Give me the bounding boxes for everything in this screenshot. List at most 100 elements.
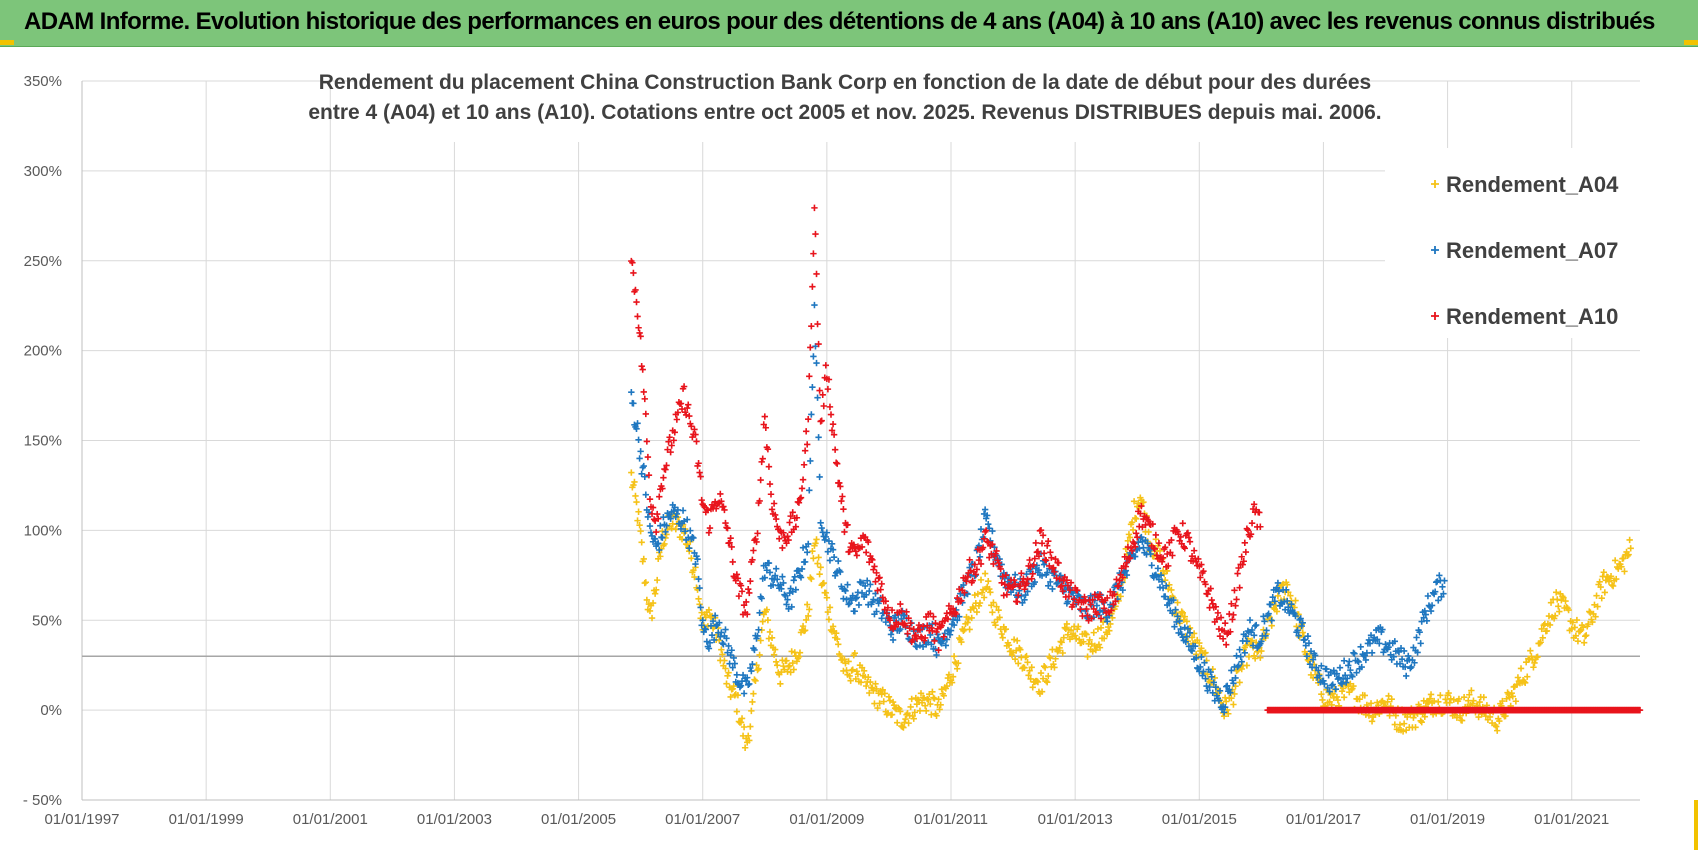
rendement-a10-point (1051, 568, 1058, 576)
rendement-a04-point (747, 723, 754, 730)
rendement-a04-point (1058, 639, 1065, 646)
rendement-a04-point (854, 671, 862, 678)
rendement-a07-point (642, 491, 650, 498)
rendement-a10-point (722, 519, 729, 527)
rendement-a04-point (1587, 609, 1594, 616)
rendement-a10-point (720, 503, 727, 510)
rendement-a04-point (910, 715, 917, 722)
rendement-a10-point (1242, 548, 1250, 556)
rendement-a04-point (1075, 623, 1082, 630)
rendement-a10-point (691, 426, 698, 433)
rendement-a10-point (1045, 537, 1052, 545)
rendement-a07-point (1208, 673, 1215, 681)
rendement-a04-point (1538, 625, 1545, 633)
rendement-a04-point (817, 564, 824, 571)
rendement-a10-point (1185, 534, 1193, 541)
rendement-a04-point (1094, 625, 1102, 633)
rendement-a10-point (973, 566, 981, 573)
rendement-a10-point (1010, 576, 1018, 584)
x-tick-label: 01/01/2019 (1410, 811, 1485, 828)
rendement-a04-point (1131, 514, 1139, 522)
rendement-a04-point (1505, 690, 1512, 698)
rendement-a10-point (633, 298, 640, 306)
rendement-a07-point (1226, 686, 1233, 693)
rendement-a07-point (729, 664, 736, 671)
rendement-a07-point (797, 574, 805, 581)
rendement-a04-point (846, 672, 853, 680)
rendement-a04-point (806, 606, 813, 613)
rendement-a10-point (688, 423, 695, 430)
rendement-a10-point (818, 417, 825, 424)
rendement-a10-point (780, 529, 787, 536)
rendement-a10-point (663, 462, 670, 469)
y-tick-label: 350% (24, 73, 62, 90)
rendement-a07-point (1407, 664, 1414, 672)
rendement-a10-point (1186, 538, 1194, 545)
rendement-a07-point (933, 651, 940, 659)
rendement-a07-point (1271, 598, 1279, 605)
rendement-a04-point (1624, 552, 1631, 559)
rendement-a04-point (783, 657, 790, 664)
rendement-a10-point (696, 469, 703, 476)
rendement-a10-point (1248, 519, 1256, 527)
rendement-a04-point (979, 586, 987, 593)
rendement-a10-point (1070, 596, 1078, 603)
rendement-a10-point (912, 631, 920, 639)
rendement-a07-point (699, 617, 706, 624)
rendement-a10-point (932, 619, 939, 627)
rendement-a07-point (746, 680, 753, 688)
legend-marker-rendement-a04 (1431, 180, 1439, 188)
rendement-a10-point (1202, 581, 1209, 588)
rendement-a07-point (1320, 677, 1327, 684)
rendement-a04-point (1528, 653, 1535, 660)
rendement-a10-point (776, 535, 783, 542)
rendement-a10-point (986, 554, 993, 561)
rendement-a04-point (966, 626, 973, 633)
rendement-a07-point (1411, 659, 1418, 666)
rendement-a04-point (834, 635, 841, 643)
rendement-a10-point (1239, 561, 1246, 568)
rendement-a07-point (1250, 632, 1258, 639)
rendement-a10-point (928, 624, 935, 632)
rendement-a10-point (838, 497, 845, 505)
rendement-a07-point (1395, 648, 1403, 656)
rendement-a07-point (733, 671, 741, 678)
rendement-a07-point (985, 520, 992, 528)
rendement-a10-point (1029, 570, 1036, 578)
rendement-a04-point (651, 590, 659, 597)
rendement-a10-point (653, 510, 661, 518)
rendement-a04-point (1231, 690, 1238, 698)
rendement-a10-point (1240, 558, 1247, 565)
rendement-a04-point (1565, 606, 1572, 614)
rendement-a04-point (1569, 619, 1576, 626)
rendement-a07-point (1304, 633, 1312, 640)
rendement-a10-point (874, 587, 881, 594)
rendement-a07-point (1385, 643, 1392, 651)
rendement-a10-point (1058, 582, 1065, 589)
rendement-a07-point (628, 389, 635, 396)
rendement-a04-point (1168, 586, 1175, 594)
rendement-a07-point (779, 573, 786, 580)
rendement-a10-point (982, 527, 990, 534)
rendement-a04-point (640, 555, 647, 563)
rendement-a10-point (1165, 562, 1172, 570)
rendement-a07-point (702, 626, 710, 633)
rendement-a10-point (921, 634, 929, 642)
x-tick-label: 01/01/2009 (789, 811, 864, 828)
rendement-a10-point (1056, 575, 1063, 583)
rendement-a07-point (1330, 667, 1337, 674)
x-tick-label: 01/01/2007 (665, 811, 740, 828)
rendement-a04-point (1594, 603, 1601, 610)
rendement-a04-point (1410, 714, 1417, 721)
rendement-a07-point (977, 525, 985, 533)
rendement-a07-point (712, 622, 720, 630)
rendement-a07-point (801, 558, 809, 566)
rendement-a07-point (1045, 582, 1052, 590)
rendement-a07-point (1282, 586, 1290, 594)
rendement-a04-point (785, 663, 792, 670)
rendement-a10-point (1213, 615, 1221, 623)
rendement-a04-point (790, 666, 797, 673)
rendement-a07-point (830, 553, 838, 561)
rendement-a10-point (771, 511, 779, 519)
rendement-a10-point (1177, 533, 1184, 541)
